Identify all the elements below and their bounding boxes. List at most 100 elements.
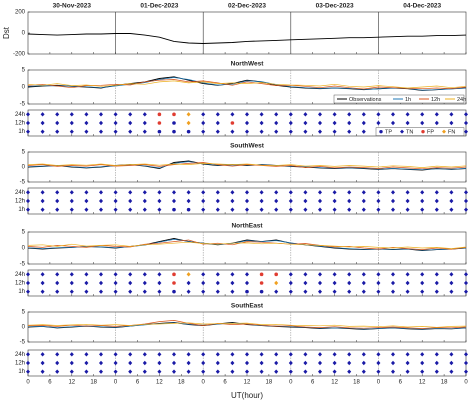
class-marker <box>259 190 264 195</box>
class-marker <box>113 360 118 366</box>
class-marker <box>449 272 454 277</box>
class-marker <box>245 280 249 286</box>
class-marker <box>361 360 366 366</box>
class-marker <box>420 280 425 286</box>
class-marker <box>391 190 395 195</box>
class-marker <box>69 129 74 134</box>
class-marker <box>157 289 162 294</box>
class-marker <box>172 352 176 357</box>
class-marker <box>69 120 74 126</box>
class-marker <box>420 190 425 195</box>
x-tick-label: 6 <box>136 380 140 386</box>
row-label: 12h <box>15 361 25 367</box>
class-marker <box>215 369 220 374</box>
y-tick-label: -5 <box>20 340 26 346</box>
class-marker <box>464 289 468 294</box>
class-marker <box>230 121 235 125</box>
class-marker <box>464 129 468 134</box>
class-marker <box>69 360 74 366</box>
class-marker <box>142 120 147 126</box>
class-marker <box>318 352 322 357</box>
class-marker <box>40 369 45 374</box>
class-marker <box>230 129 235 134</box>
class-marker <box>186 120 191 126</box>
series-line <box>27 239 467 251</box>
class-marker <box>128 207 133 212</box>
x-tick-label: 18 <box>266 380 273 386</box>
x-tick-label: 12 <box>331 380 338 386</box>
class-marker <box>449 369 454 374</box>
class-marker <box>84 198 89 204</box>
series-line <box>27 161 467 171</box>
class-marker <box>288 272 293 277</box>
series-line <box>27 163 467 168</box>
legend-label: 24h <box>457 97 466 103</box>
class-marker <box>142 207 147 212</box>
class-marker <box>288 280 293 286</box>
class-marker <box>391 352 395 357</box>
class-marker <box>274 272 279 277</box>
class-marker <box>288 360 293 366</box>
class-marker <box>332 112 337 117</box>
class-marker <box>245 198 249 204</box>
class-marker <box>449 120 454 126</box>
class-marker <box>26 207 30 212</box>
class-marker <box>186 272 191 277</box>
x-tick-label: 6 <box>311 380 315 386</box>
class-marker <box>128 112 133 117</box>
class-marker <box>245 369 249 374</box>
legend-marker <box>400 129 404 134</box>
class-marker <box>157 272 162 277</box>
y-tick-label: -5 <box>20 180 26 186</box>
class-marker <box>113 112 118 117</box>
class-marker <box>318 190 322 195</box>
class-marker <box>128 198 133 204</box>
class-marker <box>288 207 293 212</box>
class-marker <box>361 289 366 294</box>
class-marker <box>215 120 220 126</box>
class-marker <box>420 272 425 277</box>
class-marker <box>391 289 395 294</box>
legend-box <box>375 127 465 136</box>
class-marker <box>303 112 308 117</box>
class-marker <box>99 190 103 195</box>
y-tick-label: -5 <box>20 262 26 268</box>
class-marker <box>26 352 30 357</box>
class-marker <box>434 120 439 126</box>
legend-label: TN <box>406 129 413 135</box>
class-marker <box>347 129 352 134</box>
class-marker <box>69 112 74 117</box>
class-marker <box>434 207 439 212</box>
class-marker <box>142 352 147 357</box>
class-marker <box>128 360 133 366</box>
class-marker <box>361 198 366 204</box>
class-marker <box>288 129 293 134</box>
class-marker <box>40 207 45 212</box>
class-marker <box>142 129 147 134</box>
class-marker <box>172 198 176 204</box>
y-tick-label: -5 <box>20 102 26 108</box>
class-marker <box>201 280 206 286</box>
class-marker <box>434 289 439 294</box>
class-marker <box>259 129 264 134</box>
class-marker <box>376 207 381 212</box>
class-marker <box>420 112 425 117</box>
class-marker <box>172 207 176 212</box>
class-marker <box>201 289 206 294</box>
class-marker <box>449 190 454 195</box>
class-marker <box>405 280 410 286</box>
class-marker <box>274 120 279 126</box>
class-marker <box>55 129 60 134</box>
class-marker <box>172 112 176 117</box>
class-marker <box>332 280 337 286</box>
class-marker <box>376 289 381 294</box>
class-marker <box>84 120 89 126</box>
class-marker <box>84 289 89 294</box>
class-marker <box>405 207 410 212</box>
class-marker <box>361 129 366 134</box>
x-tick-label: 18 <box>178 380 185 386</box>
class-marker <box>274 207 279 212</box>
class-marker <box>245 120 249 126</box>
class-marker <box>128 120 133 126</box>
class-marker <box>434 369 439 374</box>
